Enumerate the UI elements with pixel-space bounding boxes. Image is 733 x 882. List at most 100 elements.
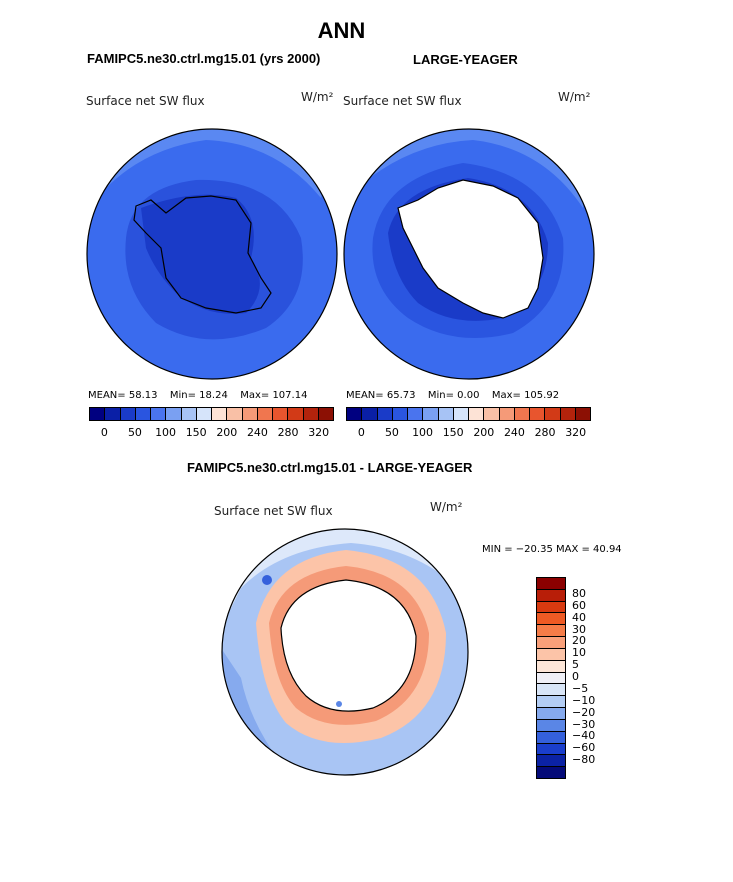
- panel-1-max-label: Max=: [240, 390, 270, 401]
- colorbar-tick-label: −60: [572, 741, 596, 755]
- colorbar-swatch: [423, 408, 439, 420]
- colorbar-tick-label: 50: [384, 426, 399, 439]
- colorbar-tick-label: 40: [572, 610, 586, 624]
- colorbar-swatch: [484, 408, 500, 420]
- colorbar-tick-label: 20: [572, 634, 586, 648]
- colorbar-swatch: [537, 637, 565, 649]
- colorbar-swatch: [530, 408, 546, 420]
- colorbar-tick-label: 5: [572, 658, 579, 672]
- colorbar-swatch: [469, 408, 485, 420]
- colorbar-swatch: [212, 408, 228, 420]
- colorbar-tick-label: 100: [155, 426, 177, 439]
- colorbar-tick-label: −5: [572, 681, 589, 695]
- colorbar-tick-label: 280: [534, 426, 556, 439]
- panel-2-units: W/m²: [558, 90, 591, 104]
- antarctica-coastline: [133, 195, 272, 314]
- colorbar-swatch: [537, 601, 565, 614]
- panel-2-header: LARGE-YEAGER: [413, 52, 518, 67]
- colorbar-swatch: [120, 408, 136, 420]
- colorbar-swatch: [438, 408, 454, 420]
- colorbar-tick-label: 60: [572, 598, 586, 612]
- colorbar-swatch: [318, 408, 333, 420]
- colorbar-tick-label: −80: [572, 753, 596, 767]
- colorbar-swatch: [453, 408, 469, 420]
- colorbar-tick-label: 200: [473, 426, 495, 439]
- colorbar-tick-label: 280: [277, 426, 299, 439]
- colorbar-swatch: [196, 408, 212, 420]
- colorbar-tick-label: 50: [127, 426, 142, 439]
- panel-2-min: 0.00: [457, 390, 480, 401]
- colorbar-tick-label: 100: [412, 426, 434, 439]
- colorbar-swatch: [408, 408, 424, 420]
- colorbar-obs: [346, 407, 591, 421]
- map-obs: [343, 128, 595, 380]
- colorbar-swatch: [537, 684, 565, 697]
- panel-2-mean: 65.73: [386, 390, 416, 401]
- colorbar-swatch: [105, 408, 121, 420]
- colorbar-swatch: [347, 408, 363, 420]
- colorbar-swatch: [537, 589, 565, 602]
- colorbar-swatch: [537, 613, 565, 626]
- colorbar-tick-label: 200: [216, 426, 238, 439]
- colorbar-tick-label: 240: [503, 426, 525, 439]
- colorbar-tick-label: 0: [100, 426, 108, 439]
- panel-1-variable: Surface net SW flux: [86, 94, 205, 108]
- colorbar-tick-label: −40: [572, 729, 596, 743]
- colorbar-swatch: [135, 408, 151, 420]
- colorbar-tick-label: 320: [565, 426, 587, 439]
- colorbar-tick-label: 30: [572, 622, 586, 636]
- colorbar-swatch: [537, 696, 565, 709]
- colorbar-swatch: [537, 755, 565, 768]
- colorbar-tick-label: 80: [572, 586, 586, 600]
- colorbar-swatch: [537, 625, 565, 638]
- colorbar-swatch: [377, 408, 393, 420]
- page-title: ANN: [317, 18, 366, 43]
- panel-1-max: 107.14: [272, 390, 308, 401]
- colorbar-swatch: [537, 660, 565, 673]
- colorbar-difference: [536, 577, 566, 779]
- colorbar-swatch: [537, 743, 565, 756]
- colorbar-swatch: [537, 719, 565, 732]
- panel-1-units: W/m²: [301, 90, 334, 104]
- colorbar-obs-labels: 0 50 100 150 200 240 280 320: [346, 426, 591, 440]
- colorbar-control-labels: 0 50 100 150 200 240 280 320: [89, 426, 334, 440]
- panel-1-header: FAMIPC5.ne30.ctrl.mg15.01 (yrs 2000): [87, 51, 321, 66]
- colorbar-swatch: [499, 408, 515, 420]
- colorbar-swatch: [273, 408, 289, 420]
- colorbar-tick-label: −10: [572, 693, 596, 707]
- colorbar-tick-label: 0: [357, 426, 365, 439]
- ice-mask: [397, 179, 544, 319]
- colorbar-swatch: [545, 408, 561, 420]
- panel-2-mean-label: MEAN=: [346, 390, 384, 401]
- panel-3-range: MIN = −20.35 MAX = 40.94: [482, 544, 622, 555]
- colorbar-swatch: [537, 767, 565, 779]
- panel-3-header: FAMIPC5.ne30.ctrl.mg15.01 - LARGE-YEAGER: [187, 460, 473, 475]
- colorbar-tick-label: 320: [308, 426, 330, 439]
- colorbar-swatch: [362, 408, 378, 420]
- colorbar-swatch: [227, 408, 243, 420]
- colorbar-swatch: [575, 408, 590, 420]
- colorbar-tick-label: −20: [572, 705, 596, 719]
- panel-1-min-label: Min=: [169, 390, 196, 401]
- colorbar-swatch: [151, 408, 167, 420]
- colorbar-swatch: [257, 408, 273, 420]
- panel-1-min: 18.24: [199, 390, 228, 401]
- panel-1-stats: MEAN= 58.13 Min= 18.24 Max= 107.14: [88, 390, 307, 401]
- colorbar-tick-label: 150: [185, 426, 207, 439]
- panel-2-variable: Surface net SW flux: [343, 94, 462, 108]
- colorbar-swatch: [560, 408, 576, 420]
- colorbar-swatch: [90, 408, 106, 420]
- colorbar-swatch: [181, 408, 197, 420]
- colorbar-swatch: [288, 408, 304, 420]
- panel-1-mean: 58.13: [128, 390, 158, 401]
- colorbar-swatch: [537, 672, 565, 685]
- panel-3-units: W/m²: [430, 500, 463, 514]
- colorbar-swatch: [537, 708, 565, 720]
- colorbar-swatch: [514, 408, 530, 420]
- colorbar-swatch: [303, 408, 319, 420]
- colorbar-swatch: [242, 408, 258, 420]
- colorbar-tick-label: 150: [442, 426, 464, 439]
- antarctica-mask: [280, 579, 417, 712]
- colorbar-swatch: [537, 648, 565, 661]
- colorbar-swatch: [392, 408, 408, 420]
